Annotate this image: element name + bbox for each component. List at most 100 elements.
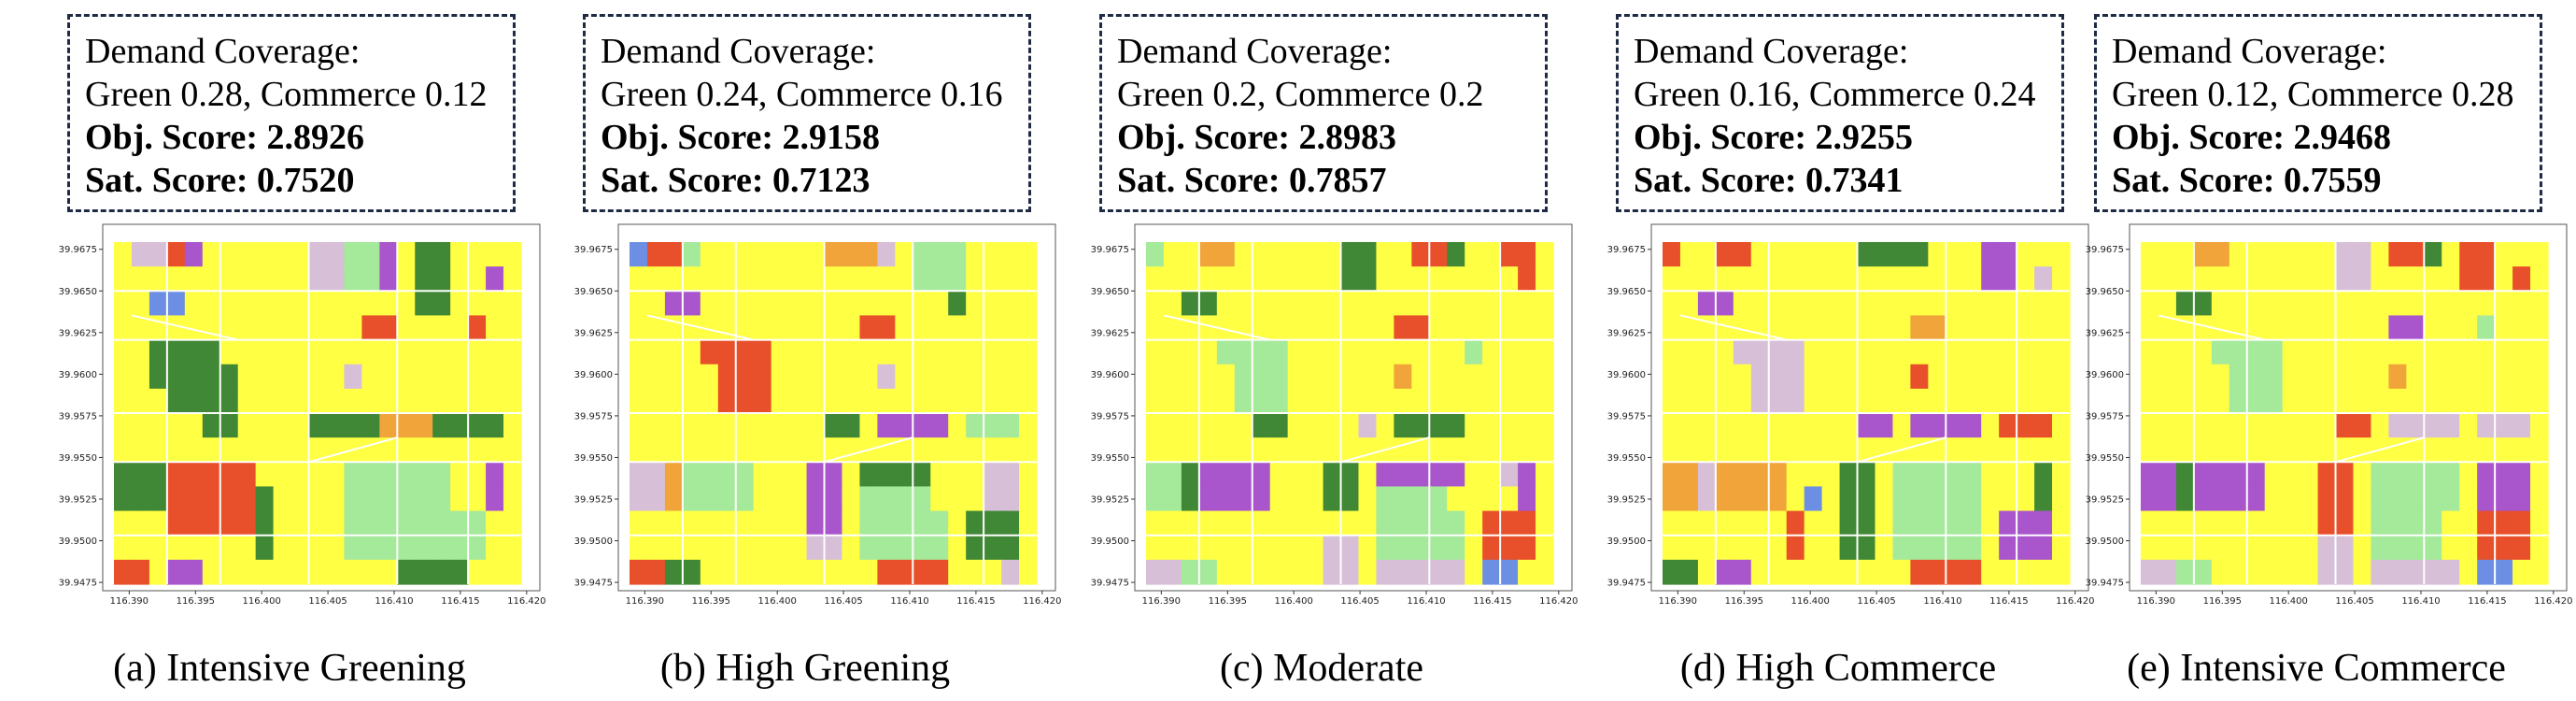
parcel-cell [415, 437, 433, 463]
parcel-cell [1518, 242, 1536, 267]
parcel-cell [219, 462, 239, 488]
parcel-cell [2335, 339, 2355, 365]
coverage-title: Demand Coverage: [1117, 32, 1393, 71]
parcel-cell [1839, 388, 1859, 414]
parcel-cell [646, 413, 666, 438]
parcel-cell [2530, 266, 2549, 292]
parcel-cell [361, 559, 380, 585]
parcel-cell [1946, 559, 1964, 585]
parcel-cell [1804, 364, 1823, 390]
parcel-cell [2459, 388, 2478, 414]
parcel-cell [1663, 486, 1681, 512]
parcel-cell [842, 315, 861, 341]
parcel-cell [1697, 437, 1717, 463]
parcel-cell [824, 315, 843, 341]
parcel-cell [700, 510, 719, 536]
parcel-cell [1019, 535, 1038, 561]
parcel-cell [379, 388, 398, 414]
parcel-cell [184, 242, 204, 267]
parcel-cell [1910, 413, 1929, 438]
parcel-cell [1963, 291, 1982, 317]
parcel-cell [2388, 315, 2407, 341]
x-tick-label: 116.415 [441, 596, 479, 607]
parcel-cell [700, 364, 719, 390]
parcel-cell [877, 388, 896, 414]
parcel-cell [1875, 559, 1894, 585]
parcel-cell [2477, 266, 2496, 292]
parcel-cell [1411, 242, 1430, 267]
parcel-cell [1663, 364, 1681, 390]
parcel-cell [788, 413, 808, 438]
parcel-cell [1697, 535, 1717, 561]
parcel-cell [824, 364, 843, 390]
parcel-cell [2034, 510, 2053, 536]
parcel-cell [1376, 413, 1394, 438]
parcel-cell [1146, 559, 1165, 585]
parcel-cell [1181, 364, 1200, 390]
parcel-cell [1429, 291, 1448, 317]
parcel-cell [824, 559, 843, 585]
parcel-cell [2034, 364, 2053, 390]
parcel-cell [2317, 510, 2337, 536]
parcel-cell [2017, 266, 2035, 292]
parcel-cell [415, 413, 433, 438]
parcel-cell [806, 535, 826, 561]
parcel-cell [326, 364, 346, 390]
parcel-cell [2211, 315, 2230, 341]
coverage-detail: Green 0.2, Commerce 0.2 [1117, 75, 1484, 114]
parcel-cell [771, 339, 790, 365]
parcel-cell [2371, 510, 2389, 536]
parcel-cell [646, 535, 666, 561]
parcel-cell [2282, 559, 2301, 585]
parcel-cell [290, 437, 310, 463]
y-tick-label: 39.9575 [2086, 411, 2124, 422]
parcel-cell [1216, 413, 1236, 438]
parcel-cell [1269, 364, 1289, 390]
parcel-cell [1768, 437, 1788, 463]
parcel-cell [1146, 486, 1165, 512]
parcel-cell [2175, 510, 2195, 536]
parcel-cell [202, 266, 221, 292]
parcel-cell [2052, 339, 2071, 365]
parcel-cell [415, 315, 433, 341]
parcel-cell [344, 413, 362, 438]
parcel-cell [682, 462, 701, 488]
parcel-cell [1287, 510, 1307, 536]
parcel-cell [2229, 510, 2248, 536]
parcel-cell [842, 462, 861, 488]
parcel-cell [1679, 510, 1699, 536]
parcel-cell [1768, 535, 1788, 561]
parcel-cell [397, 364, 416, 390]
parcel-cell [1181, 315, 1200, 341]
parcel-cell [273, 315, 292, 341]
parcel-cell [1019, 462, 1038, 488]
parcel-cell [735, 510, 755, 536]
parcel-cell [1875, 315, 1894, 341]
parcel-cell [114, 388, 133, 414]
parcel-cell [1928, 364, 1946, 390]
parcel-cell [1892, 364, 1911, 390]
parcel-cell [824, 291, 843, 317]
parcel-cell [1839, 266, 1859, 292]
parcel-cell [379, 339, 398, 365]
parcel-cell [1001, 437, 1020, 463]
parcel-cell [2406, 315, 2425, 341]
parcel-cell [166, 413, 186, 438]
parcel-cell [415, 388, 433, 414]
parcel-cell [1536, 291, 1554, 317]
parcel-cell [114, 510, 133, 536]
parcel-cell [806, 462, 826, 488]
parcel-cell [1323, 339, 1342, 365]
y-tick-label: 39.9675 [1091, 245, 1129, 255]
parcel-cell [1892, 291, 1911, 317]
parcel-cell [2141, 242, 2159, 267]
parcel-cell [646, 486, 666, 512]
parcel-cell [415, 486, 433, 512]
parcel-cell [2353, 510, 2372, 536]
parcel-cell [2495, 315, 2513, 341]
parcel-cell [2229, 462, 2248, 488]
parcel-cell [1234, 535, 1253, 561]
parcel-cell [1465, 535, 1483, 561]
parcel-cell [913, 510, 931, 536]
parcel-cell [1786, 437, 1805, 463]
